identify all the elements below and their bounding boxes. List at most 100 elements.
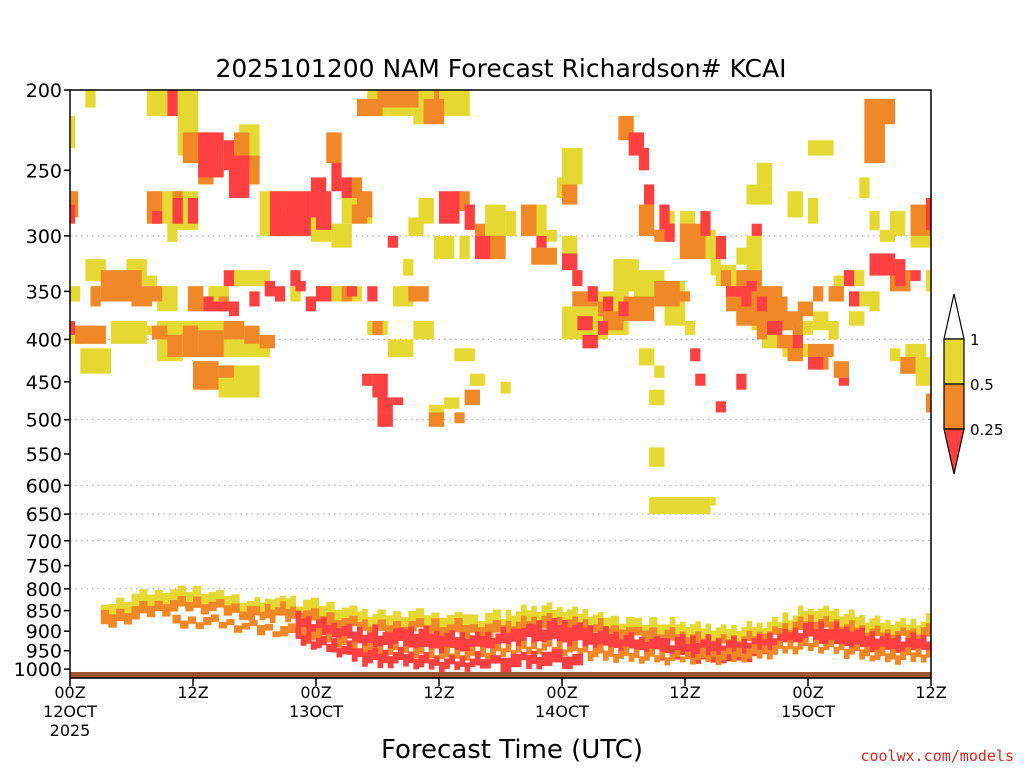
- band-4-5-2: [408, 651, 414, 663]
- band-4-1-0: [316, 637, 322, 649]
- band-1-10-2: [392, 621, 402, 631]
- cell-r-66: [715, 401, 726, 413]
- legend-arrow-bottom-red: [943, 428, 965, 475]
- band-1-5-0: [254, 606, 261, 616]
- band-1-13-2: [485, 623, 494, 638]
- band-3-15-2: [531, 642, 537, 650]
- band-2-9-0: [480, 636, 486, 654]
- cell-r-19: [377, 412, 393, 427]
- cell-y-78: [833, 275, 844, 287]
- cell-r-59: [562, 253, 578, 271]
- band-4-2-3: [351, 648, 358, 662]
- band-1-8-3: [349, 615, 358, 627]
- band-0-24-1: [731, 625, 737, 642]
- data-cells: [70, 90, 931, 515]
- cell-y-76: [813, 311, 829, 331]
- band-2-18-1: [669, 645, 676, 659]
- band-0-8-1: [333, 609, 343, 629]
- cell-y-12: [331, 223, 352, 248]
- cell-o-0: [182, 132, 199, 164]
- band-1-13-3: [492, 620, 502, 633]
- band-1-20-2: [649, 627, 658, 641]
- cell-o-48: [131, 286, 152, 307]
- band-0-19-3: [626, 616, 635, 638]
- cell-r-35: [664, 223, 675, 242]
- band-1-8-1: [333, 620, 343, 633]
- band-3-14-2: [510, 649, 517, 658]
- band-2-30-1: [915, 638, 922, 656]
- band-2-20-2: [715, 638, 722, 659]
- band-3-31-0: [849, 647, 855, 655]
- cell-r-29: [582, 334, 598, 349]
- band-4-6-1: [423, 652, 430, 664]
- cell-r-9: [341, 177, 352, 198]
- cell-r-52: [249, 291, 260, 307]
- band-1-3-2: [208, 601, 217, 612]
- band-2-5-0: [398, 627, 404, 641]
- band-2-12-0: [541, 629, 548, 643]
- band-1-4-1: [231, 603, 240, 613]
- cell-r-7: [316, 191, 332, 230]
- cell-y-50: [485, 204, 506, 242]
- band-3-33-3: [905, 647, 912, 656]
- cell-y-53: [546, 229, 557, 242]
- band-3-8-2: [387, 648, 394, 655]
- ytick-label-1000: 1000: [14, 659, 62, 681]
- cell-r-55: [70, 320, 76, 335]
- band-3-7-2: [367, 642, 373, 651]
- cell-o-55: [182, 325, 199, 357]
- cell-o-38: [925, 393, 931, 413]
- cell-r-56: [203, 296, 214, 312]
- band-3-24-0: [705, 655, 712, 663]
- band-2-2-2: [346, 623, 353, 639]
- band-0-30-0: [849, 609, 855, 629]
- band-1-3-3: [216, 599, 225, 608]
- xtick-label-72-0: 00Z: [792, 683, 823, 702]
- band-2-17-0: [644, 641, 650, 659]
- band-2-28-3: [884, 633, 891, 650]
- cell-r-36: [700, 211, 711, 236]
- cell-y-77: [828, 320, 839, 340]
- cell-o-63: [454, 412, 465, 424]
- cell-o-20: [562, 184, 578, 205]
- band-1-0-3: [123, 613, 133, 625]
- cell-o-29: [756, 301, 767, 340]
- band-0-13-3: [492, 609, 502, 629]
- cell-y-29: [111, 320, 147, 344]
- band-3-29-2: [818, 646, 824, 654]
- band-1-4-2: [239, 611, 248, 620]
- band-1-14-1: [505, 620, 512, 635]
- band-0-31-3: [884, 619, 891, 634]
- band-2-16-3: [638, 636, 645, 651]
- band-3-17-1: [567, 646, 573, 653]
- band-2-29-0: [890, 638, 896, 658]
- band-0-7-1: [303, 599, 312, 621]
- cell-y-67: [710, 253, 721, 276]
- cell-o-79: [372, 320, 383, 335]
- band-1-0-2: [116, 608, 125, 622]
- cell-y-104: [649, 497, 711, 515]
- band-2-10-2: [510, 628, 517, 642]
- band-4-0-2: [305, 633, 312, 643]
- band-3-10-0: [418, 647, 425, 654]
- band-2-11-1: [526, 623, 532, 637]
- band-3-11-3: [454, 649, 461, 659]
- cell-o-58: [244, 325, 260, 344]
- ytick-label-500: 500: [26, 410, 62, 432]
- band-4-5-3: [413, 658, 420, 670]
- cell-o-73: [797, 301, 814, 317]
- band-0-6-0: [275, 597, 281, 612]
- band-3-13-2: [490, 648, 496, 657]
- band-2-12-3: [556, 625, 563, 645]
- band-0-16-0: [541, 605, 548, 625]
- band-1-5-1: [259, 611, 266, 621]
- band-3-8-3: [392, 644, 399, 651]
- cell-r-20: [392, 397, 404, 406]
- band-3-14-3: [515, 645, 522, 653]
- cell-o-10: [357, 191, 373, 218]
- band-2-13-0: [562, 619, 568, 643]
- band-2-23-3: [782, 629, 789, 643]
- band-0-11-0: [408, 610, 417, 628]
- band-3-32-0: [869, 655, 876, 662]
